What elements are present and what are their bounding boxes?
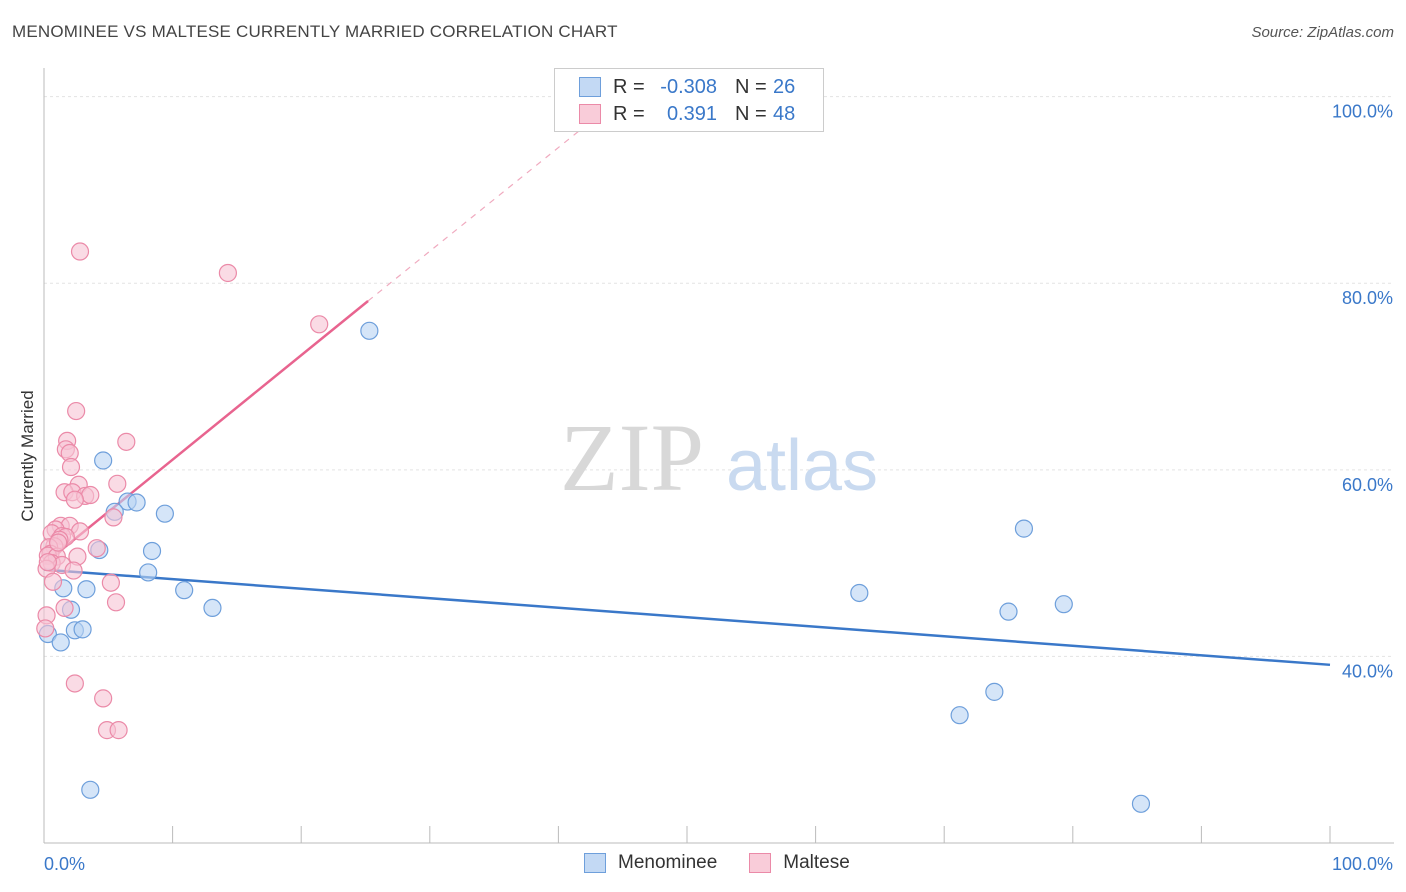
maltese-trend-line	[43, 299, 369, 566]
menominee-point	[139, 563, 158, 582]
n-label: N =	[735, 102, 767, 125]
x-tick-label-right: 100.0%	[1332, 854, 1393, 874]
menominee-point	[94, 451, 113, 470]
n-value: 26	[773, 75, 796, 98]
maltese-point	[49, 533, 68, 552]
chart-title: MENOMINEE VS MALTESE CURRENTLY MARRIED C…	[12, 22, 618, 41]
menominee-point	[999, 602, 1018, 621]
watermark: ZIP atlas	[560, 404, 878, 511]
watermark-atlas: atlas	[726, 426, 878, 506]
maltese-point	[61, 457, 81, 477]
maltese-point	[109, 721, 128, 740]
menominee-point	[950, 706, 969, 725]
tick-labels: 40.0% 60.0% 80.0% 100.0% 0.0% 100.0%	[44, 102, 1393, 874]
legend-row-menominee: R = -0.308 N = 26	[579, 74, 795, 100]
menominee-point	[1131, 794, 1151, 813]
maltese-point	[43, 572, 63, 591]
maltese-point	[36, 619, 55, 638]
menominee-point	[73, 620, 92, 639]
grid-lines	[44, 96, 1394, 657]
menominee-point	[985, 682, 1004, 701]
legend-label-maltese: Maltese	[783, 852, 850, 873]
legend-label-menominee: Menominee	[618, 852, 718, 873]
maltese-swatch	[749, 853, 772, 873]
menominee-point	[360, 321, 379, 340]
maltese-point	[65, 674, 84, 693]
axes	[43, 68, 1394, 844]
correlation-legend: R = -0.308 N = 26 R = 0.391 N = 48	[554, 68, 824, 132]
maltese-point	[94, 689, 113, 708]
r-label: R =	[613, 75, 645, 98]
r-value: 0.391	[666, 102, 717, 125]
r-label: R =	[613, 102, 645, 125]
menominee-point	[77, 580, 96, 599]
menominee-trend-line	[43, 568, 1331, 667]
maltese-point	[117, 432, 136, 451]
y-tick-label-100: 100.0%	[1332, 102, 1393, 122]
menominee-point	[203, 598, 222, 618]
menominee-point	[1054, 595, 1073, 614]
menominee-point	[155, 504, 174, 523]
n-value: 48	[773, 102, 796, 125]
source-credit: Source: ZipAtlas.com	[1251, 24, 1394, 41]
y-axis-label: Currently Married	[18, 390, 37, 521]
y-tick-label-80: 80.0%	[1342, 288, 1393, 308]
maltese-point	[104, 508, 123, 527]
maltese-swatch	[579, 104, 601, 124]
x-tick-label-left: 0.0%	[44, 854, 85, 874]
series-legend: Menominee Maltese	[584, 852, 882, 874]
y-tick-label-40: 40.0%	[1342, 661, 1393, 681]
menominee-point	[127, 493, 146, 512]
maltese-point	[101, 573, 120, 592]
menominee-point	[81, 780, 100, 799]
menominee-swatch	[584, 853, 606, 873]
maltese-point	[310, 315, 329, 334]
maltese-point	[55, 598, 74, 618]
legend-item-maltese[interactable]: Maltese	[749, 852, 850, 874]
maltese-point	[106, 593, 126, 612]
legend-item-menominee[interactable]: Menominee	[584, 852, 717, 874]
trend-lines	[43, 95, 1331, 667]
maltese-point	[64, 561, 83, 580]
maltese-point	[87, 539, 106, 558]
maltese-point	[67, 401, 86, 421]
maltese-point	[70, 242, 90, 261]
legend-row-maltese: R = 0.391 N = 48	[579, 101, 795, 127]
maltese-point	[81, 485, 100, 505]
maltese-point	[38, 553, 57, 572]
menominee-point	[850, 583, 869, 603]
menominee-point	[51, 633, 70, 652]
menominee-swatch	[579, 77, 601, 97]
maltese-point	[108, 474, 127, 493]
maltese-point	[65, 490, 84, 509]
menominee-point	[1014, 519, 1034, 538]
r-value: -0.308	[660, 75, 717, 98]
y-tick-label-60: 60.0%	[1342, 475, 1393, 495]
data-points	[36, 242, 1151, 813]
menominee-point	[175, 581, 194, 600]
watermark-zip: ZIP	[560, 404, 704, 511]
maltese-point	[218, 263, 237, 283]
n-label: N =	[735, 75, 767, 98]
menominee-point	[142, 541, 162, 561]
